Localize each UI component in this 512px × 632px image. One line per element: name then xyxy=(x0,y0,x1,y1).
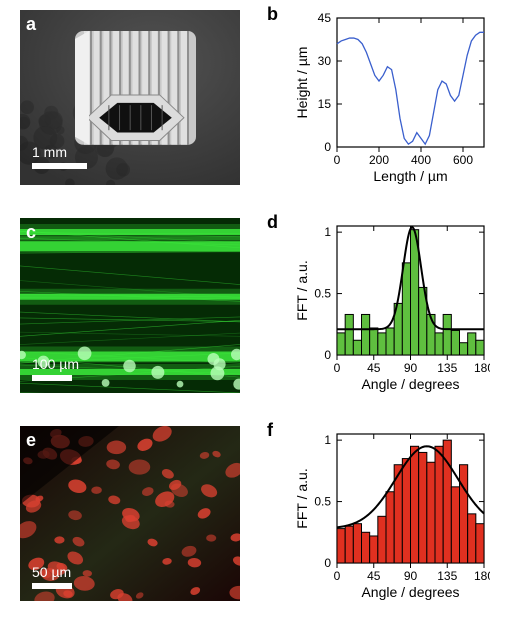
panel-label-f: f xyxy=(267,420,273,441)
svg-text:0: 0 xyxy=(334,361,341,375)
panel-b: 0 200 400 600 0 15 30 45 Length / µm Height / µm xyxy=(295,10,490,185)
panel-a: 1 mm xyxy=(20,10,240,185)
svg-text:FFT / a.u.: FFT / a.u. xyxy=(295,260,310,320)
panel-label-c: c xyxy=(26,222,36,243)
svg-text:45: 45 xyxy=(367,569,381,583)
panel-label-e: e xyxy=(26,430,36,451)
svg-text:0.5: 0.5 xyxy=(314,495,331,509)
svg-text:90: 90 xyxy=(404,569,418,583)
svg-text:1: 1 xyxy=(324,225,331,239)
svg-text:0.5: 0.5 xyxy=(314,287,331,301)
svg-text:90: 90 xyxy=(404,361,418,375)
svg-text:15: 15 xyxy=(318,97,332,111)
panel-f: 0 45 90 135 180 0 0.5 1 Angle / degrees FFT / a.u… xyxy=(295,426,490,601)
figure-root: 1 mm a 0 200 400 600 0 15 30 45 Length / µm Height … xyxy=(0,0,512,632)
svg-text:Length / µm: Length / µm xyxy=(373,168,447,184)
svg-text:400: 400 xyxy=(411,153,431,167)
svg-text:FFT / a.u.: FFT / a.u. xyxy=(295,468,310,528)
svg-text:0: 0 xyxy=(324,348,331,362)
panel-label-b: b xyxy=(267,4,278,25)
svg-text:30: 30 xyxy=(318,54,332,68)
svg-text:135: 135 xyxy=(437,361,457,375)
svg-text:100 µm: 100 µm xyxy=(32,356,79,372)
panel-d: 0 45 90 135 180 0 0.5 1 Angle / degrees FFT / a.u… xyxy=(295,218,490,393)
svg-text:45: 45 xyxy=(318,11,332,25)
svg-text:600: 600 xyxy=(453,153,473,167)
svg-text:135: 135 xyxy=(437,569,457,583)
panel-e: 50 µm xyxy=(20,426,240,601)
svg-text:0: 0 xyxy=(324,140,331,154)
svg-text:1: 1 xyxy=(324,433,331,447)
svg-text:Angle / degrees: Angle / degrees xyxy=(361,584,459,600)
svg-text:0: 0 xyxy=(334,153,341,167)
svg-text:50 µm: 50 µm xyxy=(32,564,71,580)
svg-text:Height / µm: Height / µm xyxy=(295,47,310,119)
svg-text:180: 180 xyxy=(474,569,490,583)
svg-text:0: 0 xyxy=(334,569,341,583)
panel-label-a: a xyxy=(26,14,36,35)
svg-text:45: 45 xyxy=(367,361,381,375)
svg-text:0: 0 xyxy=(324,556,331,570)
svg-text:1 mm: 1 mm xyxy=(32,144,67,160)
panel-c: 100 µm xyxy=(20,218,240,393)
svg-text:180: 180 xyxy=(474,361,490,375)
svg-text:200: 200 xyxy=(369,153,389,167)
svg-text:Angle / degrees: Angle / degrees xyxy=(361,376,459,392)
panel-label-d: d xyxy=(267,212,278,233)
